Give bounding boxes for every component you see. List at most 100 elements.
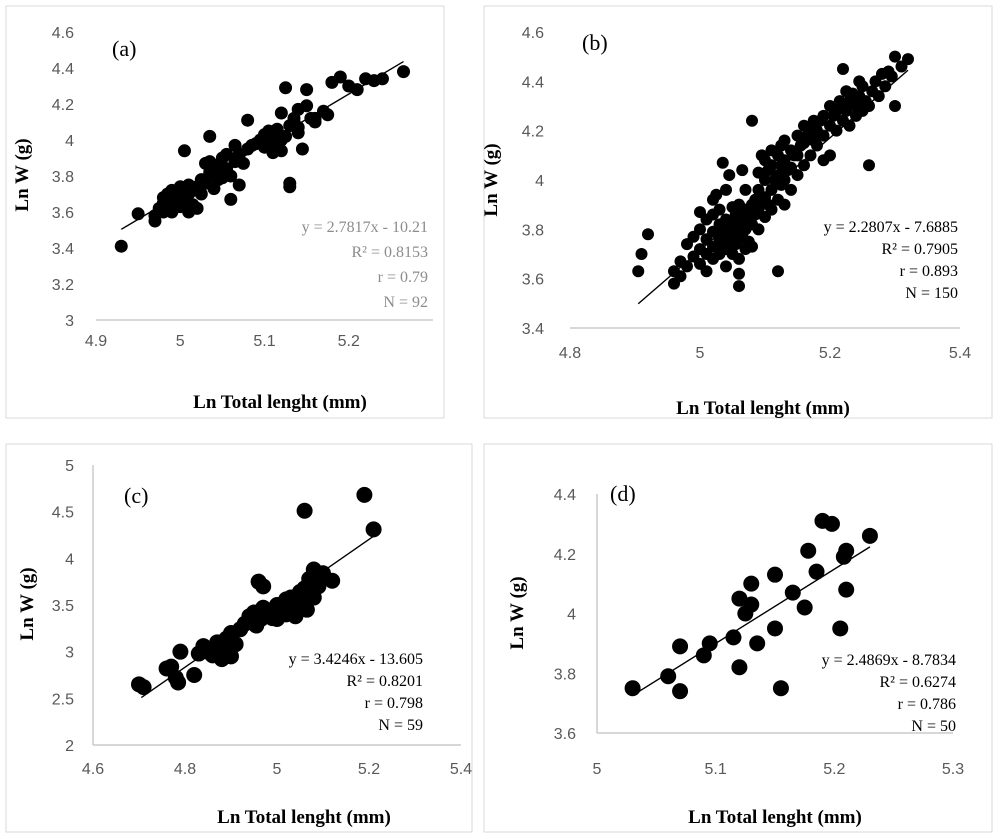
data-point bbox=[190, 201, 204, 215]
data-point bbox=[817, 129, 830, 142]
data-point bbox=[227, 636, 244, 653]
chart-panel-b: 3.4 3.6 3.8 4 4.2 4.4 4.6 4.8 5 5.2 5.4 (b) y = 2.28… bbox=[481, 5, 993, 419]
data-point bbox=[324, 572, 341, 589]
data-point bbox=[624, 680, 641, 697]
x-tick-label: 4.6 bbox=[82, 761, 104, 778]
data-point bbox=[775, 139, 788, 152]
y-tick-label: 4 bbox=[567, 607, 576, 624]
y-tick-label: 4.4 bbox=[554, 487, 576, 504]
y-tick-label: 3 bbox=[65, 645, 74, 662]
x-tick-label: 5.2 bbox=[358, 761, 380, 778]
x-axis-title: Ln Total lenght (mm) bbox=[193, 392, 367, 413]
data-point bbox=[785, 183, 797, 196]
data-point bbox=[635, 248, 648, 260]
y-tick-label: 5 bbox=[65, 458, 74, 475]
regression-stat: y = 3.4246x - 13.605 bbox=[289, 651, 423, 668]
data-point bbox=[283, 180, 297, 194]
data-point bbox=[765, 183, 778, 196]
x-tick-label: 5.2 bbox=[338, 333, 360, 350]
chart-panel-d: 3.6 3.8 4 4.2 4.4 5 5.1 5.2 5.3 (d) y = 2.4869x - … bbox=[483, 443, 993, 833]
y-tick-label: 4.4 bbox=[522, 74, 544, 91]
data-point bbox=[840, 104, 853, 117]
data-point bbox=[300, 99, 314, 113]
y-tick-label: 3.5 bbox=[52, 598, 74, 615]
data-point bbox=[177, 144, 191, 158]
data-point bbox=[830, 124, 843, 137]
data-point bbox=[853, 75, 866, 88]
regression-stat: N = 150 bbox=[905, 285, 958, 302]
x-axis-title: Ln Total lenght (mm) bbox=[217, 807, 391, 828]
y-tick-label: 4.2 bbox=[522, 124, 544, 141]
data-point bbox=[765, 203, 778, 216]
data-point bbox=[863, 100, 875, 112]
data-point bbox=[791, 149, 804, 162]
data-point bbox=[695, 647, 712, 664]
panel-frame bbox=[483, 443, 993, 833]
data-point bbox=[791, 169, 804, 182]
data-point bbox=[131, 207, 145, 221]
y-tick-label: 4.2 bbox=[554, 547, 576, 564]
data-point bbox=[333, 70, 347, 84]
x-tick-label: 5 bbox=[176, 333, 185, 350]
y-tick-label: 3.2 bbox=[52, 277, 74, 294]
data-point bbox=[194, 187, 208, 201]
data-point bbox=[725, 629, 742, 646]
x-tick-label: 4.8 bbox=[559, 345, 581, 362]
x-tick-label: 5.4 bbox=[450, 761, 472, 778]
data-point bbox=[772, 265, 784, 278]
data-point bbox=[749, 193, 762, 206]
y-tick-label: 4 bbox=[65, 133, 74, 150]
data-point bbox=[305, 589, 322, 606]
regression-stat: N = 92 bbox=[383, 294, 428, 311]
x-tick-label: 5.3 bbox=[942, 761, 964, 778]
data-point bbox=[720, 183, 732, 196]
data-point bbox=[752, 223, 765, 236]
data-point bbox=[301, 570, 318, 587]
data-point bbox=[172, 643, 189, 660]
regression-stat: y = 2.7817x - 10.21 bbox=[302, 219, 428, 236]
data-point bbox=[642, 228, 654, 241]
data-point bbox=[232, 178, 246, 192]
regression-stat: y = 2.4869x - 8.7834 bbox=[822, 652, 956, 669]
regression-stat: R² = 0.6274 bbox=[880, 674, 957, 691]
y-tick-label: 3.8 bbox=[554, 666, 576, 683]
y-tick-label: 3.4 bbox=[522, 321, 544, 338]
y-axis-title: Ln W (g) bbox=[507, 576, 528, 649]
data-point bbox=[778, 198, 791, 211]
data-point bbox=[295, 142, 309, 156]
data-point bbox=[731, 659, 748, 676]
regression-stat: R² = 0.8153 bbox=[352, 244, 429, 261]
data-point bbox=[224, 169, 238, 183]
y-tick-label: 4.2 bbox=[52, 97, 74, 114]
data-point bbox=[902, 53, 914, 66]
data-point bbox=[817, 109, 830, 122]
y-tick-label: 3.8 bbox=[522, 222, 544, 239]
data-point bbox=[765, 159, 778, 172]
data-point bbox=[672, 683, 689, 700]
data-point bbox=[739, 183, 752, 196]
data-point bbox=[889, 50, 901, 63]
data-point bbox=[321, 108, 335, 122]
regression-stat: R² = 0.7905 bbox=[882, 241, 959, 258]
data-point bbox=[224, 192, 238, 206]
data-point bbox=[823, 515, 840, 532]
data-point bbox=[279, 81, 293, 95]
data-point bbox=[861, 527, 878, 544]
data-point bbox=[720, 260, 732, 273]
regression-stat: r = 0.79 bbox=[378, 269, 428, 286]
data-point bbox=[796, 599, 813, 616]
data-point bbox=[749, 635, 766, 652]
data-point bbox=[800, 542, 817, 559]
data-point bbox=[784, 584, 801, 601]
y-tick-label: 4.6 bbox=[522, 25, 544, 42]
y-tick-label: 3.6 bbox=[522, 272, 544, 289]
trendline bbox=[140, 535, 374, 699]
y-tick-label: 4 bbox=[535, 173, 544, 190]
panel-label: (d) bbox=[610, 481, 636, 506]
data-point bbox=[308, 115, 322, 129]
x-tick-label: 5.1 bbox=[705, 761, 727, 778]
regression-stat: R² = 0.8201 bbox=[347, 673, 424, 690]
data-point bbox=[837, 63, 849, 75]
x-axis-title: Ln Total lenght (mm) bbox=[688, 807, 862, 828]
y-tick-label: 2 bbox=[65, 738, 74, 755]
